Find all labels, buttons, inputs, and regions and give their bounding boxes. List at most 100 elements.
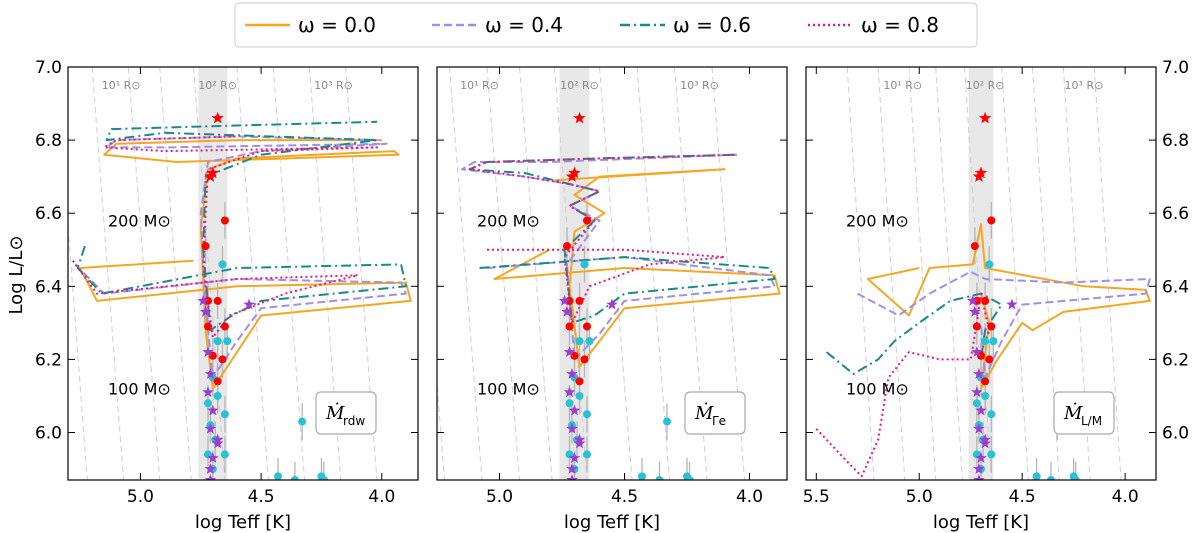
obs-cyan-dot [580,260,589,269]
obs-red-dot [583,216,591,225]
legend-label-omega-0-6: ω = 0.6 [673,13,751,37]
track-06 [825,292,1003,375]
y-tick-label: 6.4 [35,277,62,297]
obs-cyan-dot [213,391,222,400]
radius-line [935,67,963,480]
y-tick-label-right: 7.0 [1162,58,1189,78]
badge-label: Ṁ [1063,401,1083,424]
obs-purple-star [971,346,983,357]
obs-red-dot [580,355,589,364]
obs-red-dot [985,355,994,364]
obs-red-dot [208,351,217,360]
obs-cyan-dot [274,472,282,480]
obs-cyan-dot [213,337,222,346]
obs-cyan-dot [583,450,591,459]
obs-red-dot [213,377,222,386]
obs-purple-star [573,437,586,449]
obs-cyan-dot [218,260,227,269]
obs-red-dot [575,296,584,305]
obs-purple-star [969,305,981,317]
obs-purple-star [975,404,987,416]
obs-purple-star [211,437,224,449]
radius-label: 10² R⊙ [560,79,599,92]
x-tick-label: 5.0 [127,487,154,507]
obs-cyan-dot [1071,476,1080,480]
radius-line [193,67,226,480]
obs-red-star [978,111,992,124]
radius-line [636,67,670,480]
radius-line [437,378,445,480]
obs-cyan-dot [663,417,671,426]
obs-cyan-dot [989,337,998,346]
obs-purple-star [979,433,991,445]
x-tick-label: 4.0 [368,487,395,507]
legend-label-omega-0-0: ω = 0.0 [298,13,376,37]
track-04 [857,270,1151,379]
panel-frame [67,66,419,481]
obs-purple-star [558,294,571,306]
obs-purple-star [563,346,576,357]
obs-purple-star [202,386,214,398]
track-06 [76,120,407,332]
obs-cyan-dot [585,337,594,346]
obs-purple-star [207,404,219,416]
obs-red-dot [565,296,574,305]
obs-purple-star [566,474,578,480]
track-00 [493,168,781,368]
track-04 [74,135,407,379]
radius-line [449,67,483,480]
obs-red-star [206,166,219,179]
obs-purple-star [973,463,985,474]
obs-red-dot [563,242,571,251]
badge-label: Ṁ [694,401,714,424]
mass-label: 200 M⊙ [846,212,909,231]
obs-red-star [972,170,986,182]
obs-red-star [211,111,224,124]
obs-cyan-dot [565,399,574,408]
obs-red-star [573,111,586,124]
obs-purple-star [568,404,581,416]
obs-red-dot [981,377,990,386]
badge-subscript: rdw [343,414,365,428]
y-tick-label: 6.0 [35,423,62,443]
radius-line [127,67,161,480]
radius-line [599,67,633,480]
x-tick-label: 4.5 [611,487,638,507]
obs-cyan-dot [575,391,584,400]
y-tick-label: 6.8 [35,131,62,151]
legend-frame [234,2,978,48]
radius-label: 10³ R⊙ [680,79,719,92]
radius-label: 10³ R⊙ [1065,79,1104,92]
obs-cyan-dot [655,476,664,480]
obs-red-star [568,166,581,179]
obs-red-dot [204,322,212,331]
obs-purple-star [568,452,581,463]
obs-purple-star [563,386,576,398]
obs-purple-star [971,386,983,398]
obs-red-dot [220,216,229,225]
mass-label: 200 M⊙ [477,212,540,231]
radius-line [908,67,937,480]
y-tick-label: 6.6 [35,204,62,224]
radius-label: 10¹ R⊙ [883,79,922,92]
obs-red-dot [981,296,990,305]
obs-purple-star [202,346,214,357]
radius-label: 10² R⊙ [966,79,1005,92]
obs-cyan-dot [220,450,229,459]
obs-cyan-dot [685,476,694,480]
obs-cyan-dot [1032,472,1041,480]
obs-cyan-dot [972,399,981,408]
x-tick-label: 5.0 [906,487,933,507]
track-08 [468,153,738,324]
obs-purple-star [204,474,217,480]
radius-label: 10¹ R⊙ [460,79,499,92]
badge-subscript: Γe [712,414,726,428]
obs-red-star [974,166,988,179]
obs-red-dot [565,322,574,331]
panel-3: 10¹ R⊙ 10² R⊙ 10³ R⊙ 200 M⊙ 100 M⊙ ṀL/M 5.5 5.0… [803,58,1189,533]
x-tick-label: 4.0 [1112,487,1139,507]
